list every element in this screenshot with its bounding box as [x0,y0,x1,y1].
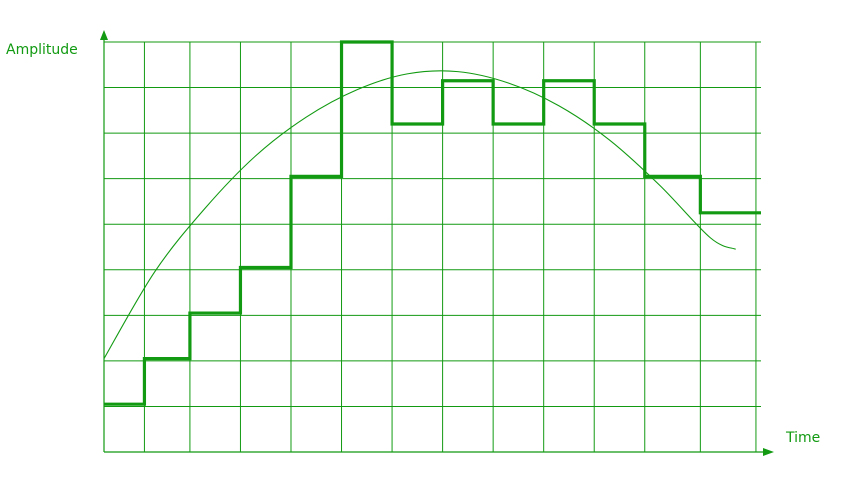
analog-signal-curve [103,70,736,359]
y-axis-label: Amplitude [6,42,78,58]
step-layer [104,40,761,406]
curve-layer [103,70,736,359]
x-axis-label: Time [786,430,821,446]
quantized-signal-steps [104,40,761,406]
y-axis-arrow [100,30,108,40]
axes [100,30,774,456]
grid [103,41,761,453]
x-axis-arrow [763,448,774,456]
